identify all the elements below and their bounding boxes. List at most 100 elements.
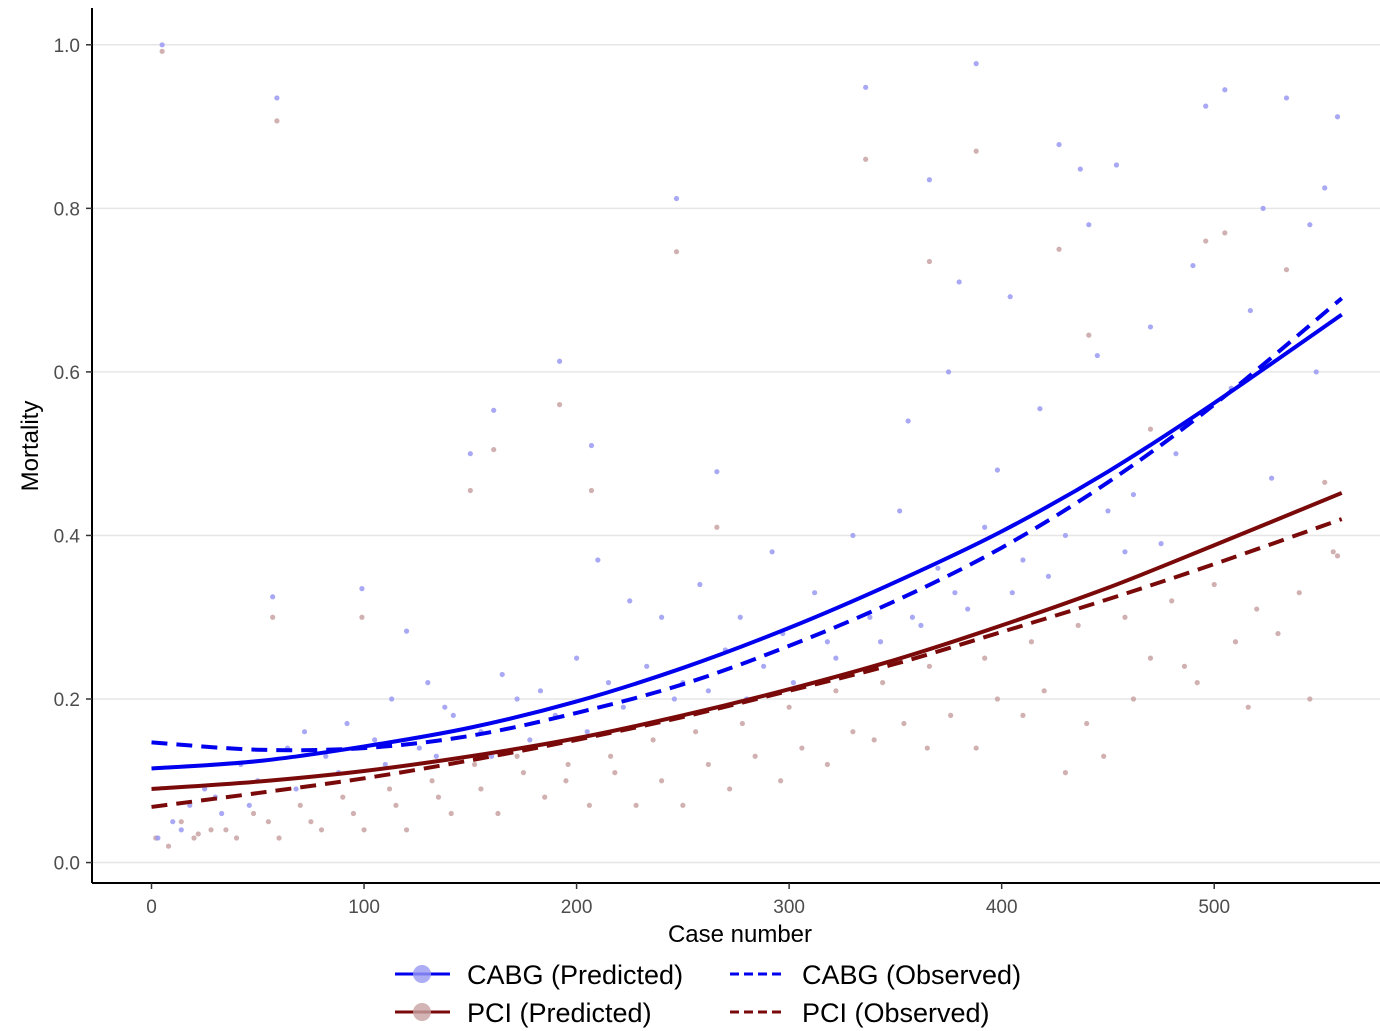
pci-point (491, 446, 497, 453)
pci-point (495, 810, 501, 817)
cabg-point (1130, 491, 1137, 498)
pci-point (608, 753, 614, 759)
cabg-point (863, 84, 869, 90)
pci-point (752, 753, 758, 759)
cabg-point (605, 680, 612, 686)
cabg-point (644, 663, 650, 669)
cabg-point (382, 761, 388, 768)
cabg-point (1260, 205, 1266, 211)
cabg-point (1313, 369, 1319, 375)
legend-swatch-point (413, 965, 431, 983)
pci-point (973, 745, 979, 751)
pci-point (1296, 590, 1302, 596)
cabg-point (909, 614, 916, 620)
pci-point (1275, 630, 1281, 637)
cabg-point (982, 524, 988, 530)
cabg-point (1020, 557, 1026, 563)
cabg-point (274, 95, 280, 101)
cabg-point (973, 61, 979, 67)
pci-point (556, 402, 563, 408)
cabg-point (833, 655, 839, 661)
cabg-point (850, 532, 856, 539)
legend-label: PCI (Predicted) (467, 998, 652, 1028)
pci-point (359, 614, 365, 620)
y-axis-title: Mortality (17, 401, 44, 492)
x-tick-label: 300 (773, 897, 805, 918)
series-line-1 (151, 296, 1344, 753)
pci-point (159, 48, 165, 54)
pci-point (1245, 704, 1251, 710)
y-tick-label: 0.0 (54, 854, 80, 875)
pci-point (361, 827, 367, 833)
cabg-point (425, 680, 431, 686)
pci-point (926, 258, 933, 265)
cabg-point (556, 358, 563, 364)
pci-point (633, 802, 639, 808)
pci-point (1084, 720, 1090, 727)
cabg-point (1158, 541, 1164, 547)
cabg-point (442, 704, 448, 710)
pci-points (153, 48, 1341, 849)
cabg-point (918, 622, 924, 629)
pci-point (673, 249, 680, 255)
legend-item-1: CABG (Observed) (730, 960, 1021, 990)
pci-point (778, 778, 784, 784)
pci-point (1041, 688, 1047, 694)
cabg-point (499, 671, 505, 678)
pci-point (973, 148, 979, 154)
pci-point (1211, 581, 1217, 588)
cabg-point (1222, 87, 1228, 93)
pci-point (250, 810, 257, 817)
cabg-point (867, 614, 873, 620)
cabg-point (450, 712, 456, 718)
pci-point (178, 819, 184, 825)
pci-point (871, 737, 877, 743)
cabg-point (812, 590, 818, 596)
cabg-point (595, 557, 601, 563)
cabg-point (372, 737, 378, 743)
cabg-point (769, 549, 775, 555)
pci-point (863, 156, 869, 162)
series-line-2 (151, 491, 1343, 791)
cabg-point (202, 786, 208, 792)
cabg-point (790, 680, 796, 686)
cabg-point (1203, 103, 1209, 109)
cabg-point (659, 614, 665, 620)
pci-point (824, 761, 830, 768)
pci-point (1283, 267, 1290, 273)
cabg-point (323, 753, 329, 759)
cabg-point (620, 704, 626, 710)
pci-point (297, 802, 303, 808)
pci-point (318, 827, 325, 833)
pci-point (340, 794, 346, 800)
pci-point (478, 786, 484, 792)
pci-point (982, 655, 988, 661)
pci-point (208, 827, 214, 833)
pci-point (393, 802, 399, 808)
pci-point (1147, 426, 1154, 432)
cabg-point (219, 810, 225, 817)
pci-point (233, 835, 240, 841)
cabg-point (270, 594, 276, 600)
pci-point (471, 761, 478, 768)
cabg-point (952, 590, 958, 596)
cabg-point (1045, 573, 1052, 579)
cabg-point (935, 565, 941, 571)
pci-point (386, 786, 393, 792)
axes (86, 8, 1380, 889)
cabg-point (416, 745, 422, 751)
legend-swatch-point (413, 1003, 431, 1021)
cabg-point (1190, 262, 1196, 269)
legend-label: CABG (Observed) (802, 960, 1021, 990)
pci-point (191, 835, 197, 841)
pci-point (880, 680, 886, 686)
pci-point (1194, 680, 1200, 686)
x-tick-label: 500 (1198, 897, 1230, 918)
cabg-point (433, 753, 439, 759)
pci-point (1130, 696, 1137, 702)
pci-point (514, 753, 520, 759)
pci-point (659, 778, 665, 784)
cabg-point (246, 802, 252, 808)
pci-point (680, 802, 686, 808)
cabg-point (671, 696, 677, 702)
